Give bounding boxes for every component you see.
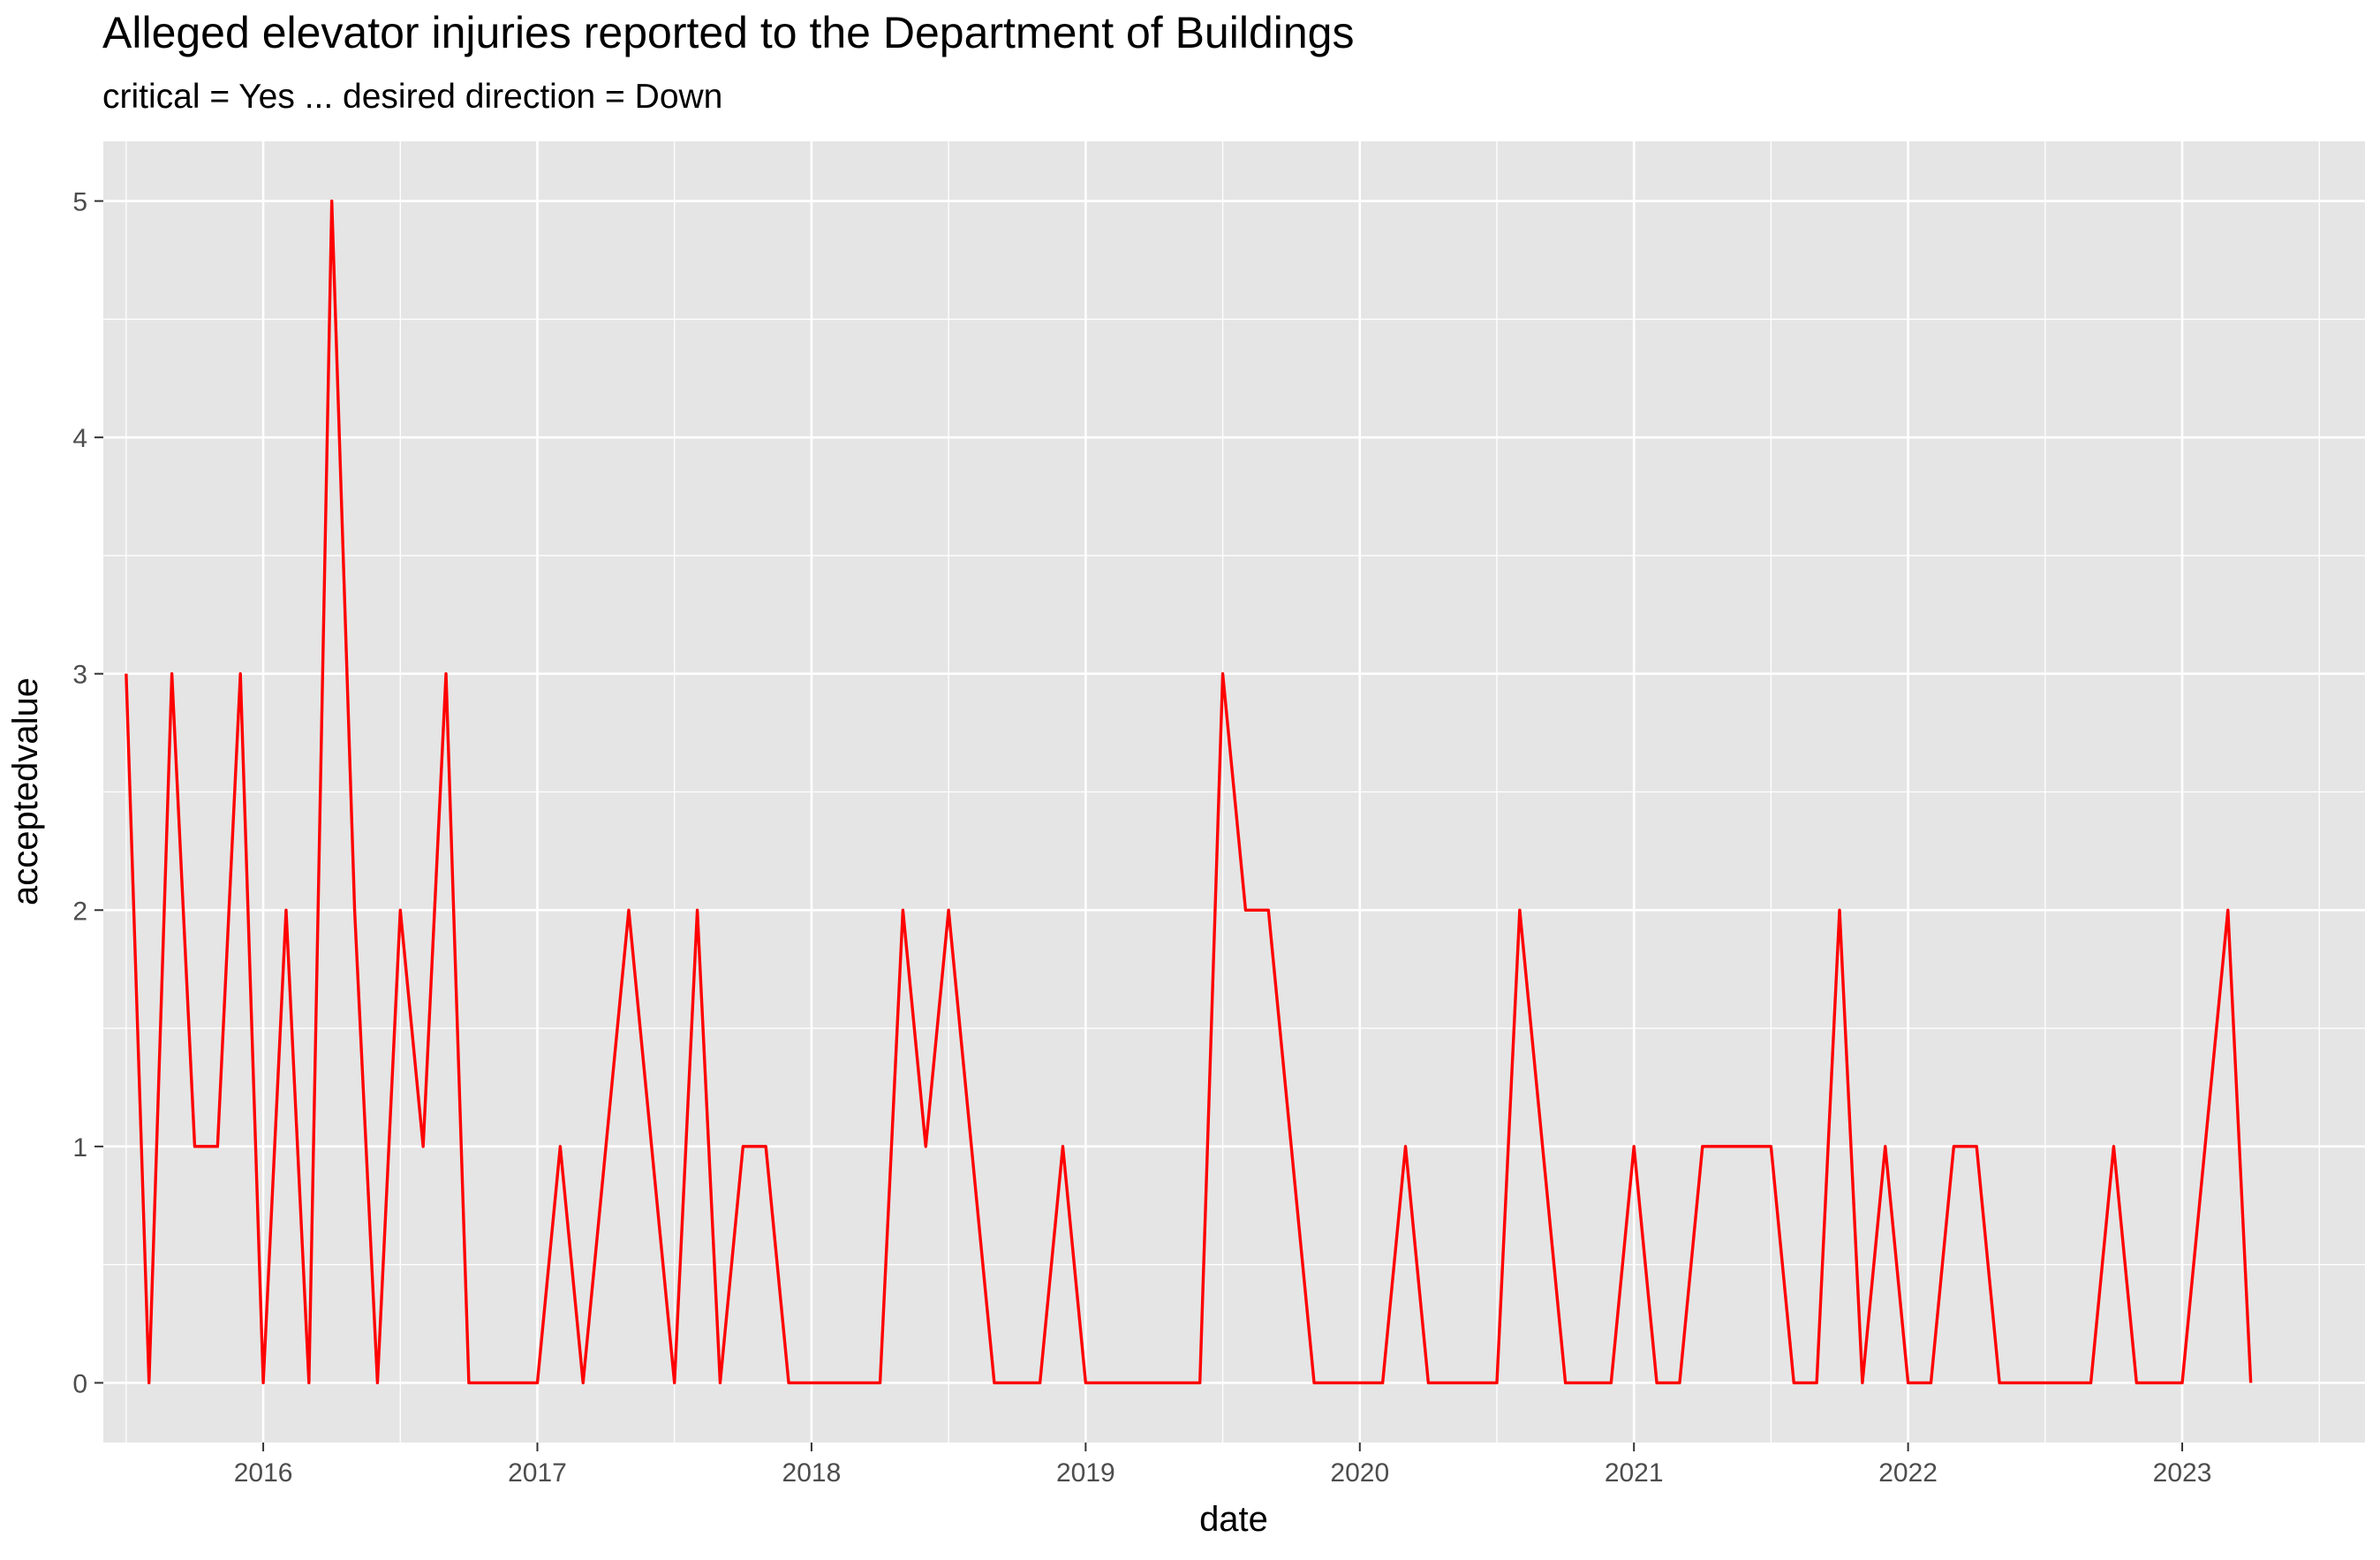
- y-axis: 0 1 2 3 4 5: [72, 188, 103, 1398]
- x-tick-label: 2016: [234, 1458, 293, 1488]
- x-tick-label: 2019: [1056, 1458, 1115, 1488]
- y-tick-label: 1: [72, 1133, 87, 1162]
- x-tick-label: 2022: [1878, 1458, 1938, 1488]
- y-tick-label: 0: [72, 1369, 87, 1398]
- x-tick-label: 2018: [782, 1458, 842, 1488]
- series-line: [125, 199, 2253, 1385]
- grid-minor: [103, 141, 2365, 1443]
- y-axis-title: acceptedvalue: [6, 678, 45, 905]
- x-tick-label: 2021: [1605, 1458, 1664, 1488]
- y-tick-label: 3: [72, 661, 87, 690]
- x-axis: 2016 2017 2018 2019 2020 2021 2022 2023: [234, 1443, 2212, 1488]
- y-tick-label: 5: [72, 188, 87, 217]
- y-tick-label: 2: [72, 897, 87, 926]
- x-tick-label: 2023: [2153, 1458, 2212, 1488]
- x-tick-label: 2017: [508, 1458, 567, 1488]
- y-tick-label: 4: [72, 424, 87, 453]
- x-tick-label: 2020: [1330, 1458, 1389, 1488]
- chart-subtitle: critical = Yes ... desired direction = D…: [102, 78, 723, 116]
- series-layer: [125, 199, 2253, 1385]
- chart-title: Alleged elevator injuries reported to th…: [102, 8, 1355, 57]
- x-axis-title: date: [1199, 1500, 1268, 1539]
